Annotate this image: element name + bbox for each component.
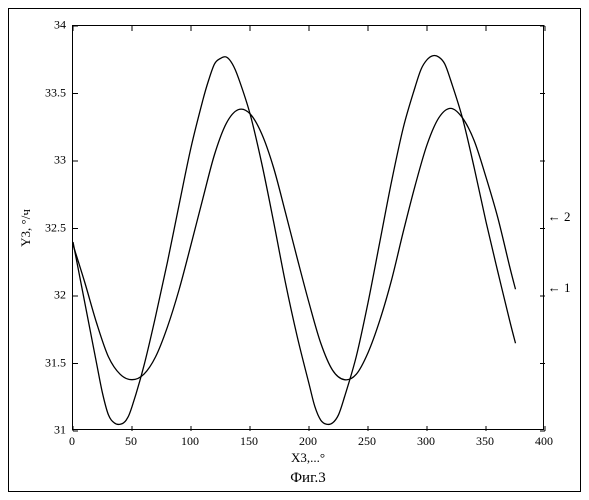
- x-tick-label: 350: [476, 434, 494, 449]
- figure-caption: Фиг.3: [290, 470, 326, 487]
- curve-1: [73, 108, 516, 379]
- curve-2: [73, 56, 516, 425]
- annot-1: ← 1: [548, 280, 571, 296]
- y-tick-label: 31: [54, 423, 66, 438]
- x-tick-label: 0: [69, 434, 75, 449]
- y-axis-label: Y3, °/ч: [18, 209, 34, 247]
- y-tick-label: 31.5: [45, 355, 66, 370]
- figure-frame: Y3, °/ч X3,...° Фиг.3 0 50 100 150 200 250 300…: [0, 0, 589, 500]
- plot-area: [72, 25, 544, 430]
- y-tick-label: 32.5: [45, 220, 66, 235]
- y-tick-label: 33: [54, 153, 66, 168]
- x-tick-label: 200: [299, 434, 317, 449]
- x-tick-label: 300: [417, 434, 435, 449]
- plot-svg: [73, 26, 545, 431]
- annot-2: ← 2: [548, 209, 571, 225]
- y-tick-label: 34: [54, 18, 66, 33]
- y-tick-label: 32: [54, 288, 66, 303]
- x-tick-label: 50: [125, 434, 137, 449]
- x-tick-label: 400: [535, 434, 553, 449]
- x-tick-label: 100: [181, 434, 199, 449]
- y-tick-label: 33.5: [45, 85, 66, 100]
- x-tick-label: 150: [240, 434, 258, 449]
- x-axis-label: X3,...°: [291, 450, 325, 466]
- x-tick-label: 250: [358, 434, 376, 449]
